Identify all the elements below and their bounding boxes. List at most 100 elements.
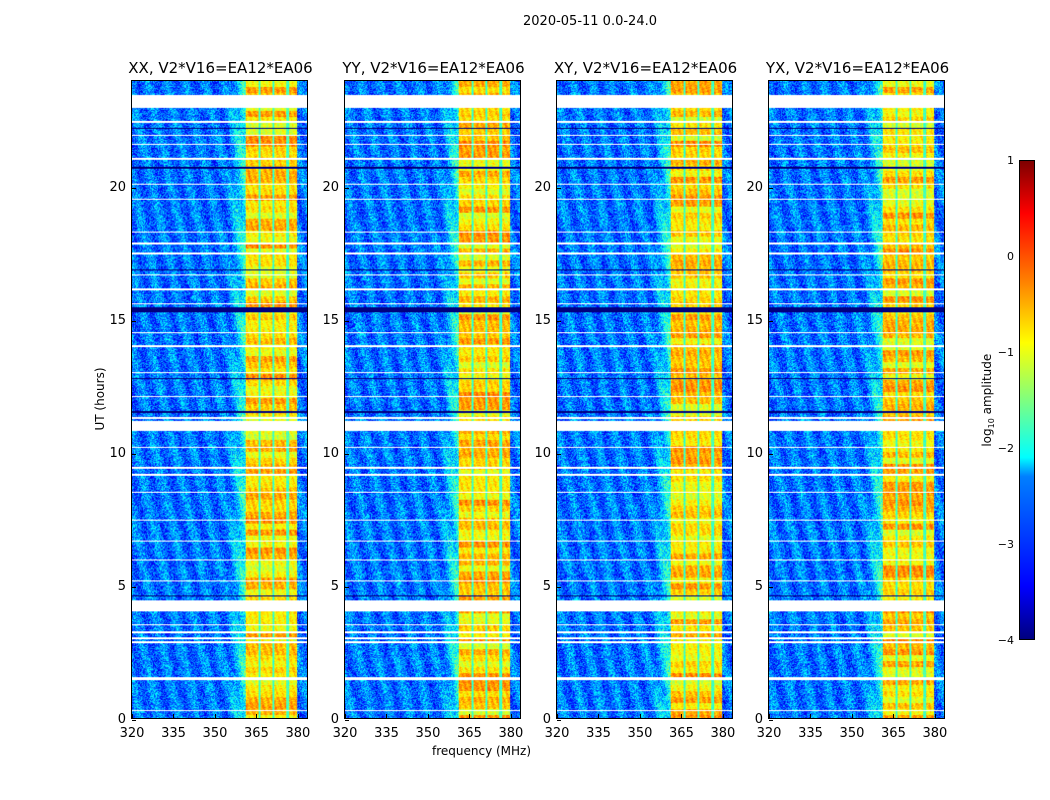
y-tick-label: 0 [754,712,763,727]
y-tick-mark [132,586,136,588]
x-tick-mark [345,714,346,718]
waterfall-panel-3: XY, V2*V16=EA12*EA06 320 335 350 365 380 0 5 10 1… [534,59,737,741]
x-tick-mark [598,714,600,718]
x-tick-label: 335 [374,726,399,741]
x-tick-label: 365 [244,726,269,741]
x-tick-mark [557,714,558,718]
x-tick-label: 350 [202,726,228,741]
y-tick-label: 5 [117,578,126,594]
x-tick-mark [810,714,812,718]
y-tick-mark [345,320,349,322]
y-tick-mark [345,453,349,455]
x-axis-label: frequency (MHz) [432,744,532,758]
waterfall-panel-2: YY, V2*V16=EA12*EA06 320 335 350 365 380 0 5 10 1… [322,59,524,741]
x-tick-mark [427,714,429,718]
x-tick-label: 320 [756,726,782,741]
panel-title: YY, V2*V16=EA12*EA06 [342,59,525,77]
y-tick-mark [132,453,136,455]
x-tick-label: 380 [498,726,524,741]
y-tick-mark [132,320,136,322]
y-tick-label: 0 [542,712,551,727]
x-tick-mark [297,714,299,718]
x-tick-label: 365 [881,726,906,741]
colorbar-tick-label: 1 [1007,154,1014,167]
y-tick-label: 15 [322,312,339,328]
x-tick-mark [769,714,770,718]
x-tick-label: 350 [839,726,865,741]
y-tick-label: 15 [534,312,551,328]
y-tick-label: 20 [109,179,126,195]
x-tick-mark [386,714,388,718]
y-tick-label: 15 [746,312,763,328]
y-tick-label: 15 [109,312,126,328]
waterfall-panel-1: XX, V2*V16=EA12*EA06 320 335 350 365 380 0 5 10 1… [109,59,312,741]
y-tick-label: 5 [754,578,763,594]
y-tick-mark [557,453,561,455]
x-tick-mark [893,714,895,718]
x-tick-label: 335 [586,726,611,741]
x-tick-mark [722,714,724,718]
y-tick-mark [345,187,349,189]
x-tick-mark [256,714,258,718]
x-tick-mark [214,714,216,718]
heatmap-image [345,81,520,718]
x-tick-label: 365 [669,726,694,741]
y-tick-label: 10 [746,445,763,461]
y-tick-mark [769,453,773,455]
panel-title: XY, V2*V16=EA12*EA06 [553,59,738,77]
x-tick-mark [851,714,853,718]
x-tick-label: 335 [161,726,186,741]
y-tick-mark [769,187,773,189]
y-tick-mark [132,187,136,189]
x-tick-label: 320 [544,726,570,741]
x-tick-mark [510,714,512,718]
x-tick-label: 350 [415,726,441,741]
x-tick-label: 320 [119,726,145,741]
panel-title: YX, V2*V16=EA12*EA06 [765,59,950,77]
y-tick-label: 10 [534,445,551,461]
y-tick-mark [557,187,561,189]
y-tick-mark [557,720,561,721]
y-tick-label: 10 [322,445,339,461]
panel-title: XX, V2*V16=EA12*EA06 [128,59,313,77]
y-tick-label: 20 [534,179,551,195]
colorbar: 1 0 −1 −2 −3 −4 [998,154,1035,647]
x-tick-mark [173,714,175,718]
y-tick-mark [132,720,136,721]
heatmap-image [769,81,944,718]
y-tick-label: 0 [117,712,126,727]
x-tick-mark [639,714,641,718]
y-tick-mark [557,320,561,322]
x-tick-label: 350 [627,726,653,741]
y-tick-label: 20 [322,179,339,195]
y-tick-label: 0 [330,712,339,727]
colorbar-tick-label: −1 [997,346,1014,359]
y-tick-mark [557,586,561,588]
y-tick-label: 5 [542,578,551,594]
y-tick-mark [769,586,773,588]
y-tick-mark [345,720,349,721]
x-tick-mark [132,714,133,718]
x-tick-label: 380 [710,726,736,741]
x-tick-label: 320 [332,726,358,741]
heatmap-image [557,81,732,718]
y-tick-label: 20 [746,179,763,195]
x-tick-label: 380 [922,726,948,741]
colorbar-tick-label: −4 [997,634,1014,647]
colorbar-tick-label: −3 [997,538,1014,551]
heatmap-image [132,81,307,718]
x-tick-mark [681,714,683,718]
y-tick-label: 5 [330,578,339,594]
y-tick-label: 10 [109,445,126,461]
x-tick-mark [469,714,471,718]
y-tick-mark [769,320,773,322]
y-axis-label: UT (hours) [93,367,107,431]
waterfall-panel-4: YX, V2*V16=EA12*EA06 320 335 350 365 380 0 5 10 1… [746,59,949,741]
x-tick-label: 365 [457,726,482,741]
colorbar-tick-label: 0 [1007,250,1014,263]
figure-title: 2020-05-11 0.0-24.0 [523,14,657,29]
y-tick-mark [345,586,349,588]
x-tick-mark [934,714,936,718]
y-tick-mark [769,720,773,721]
